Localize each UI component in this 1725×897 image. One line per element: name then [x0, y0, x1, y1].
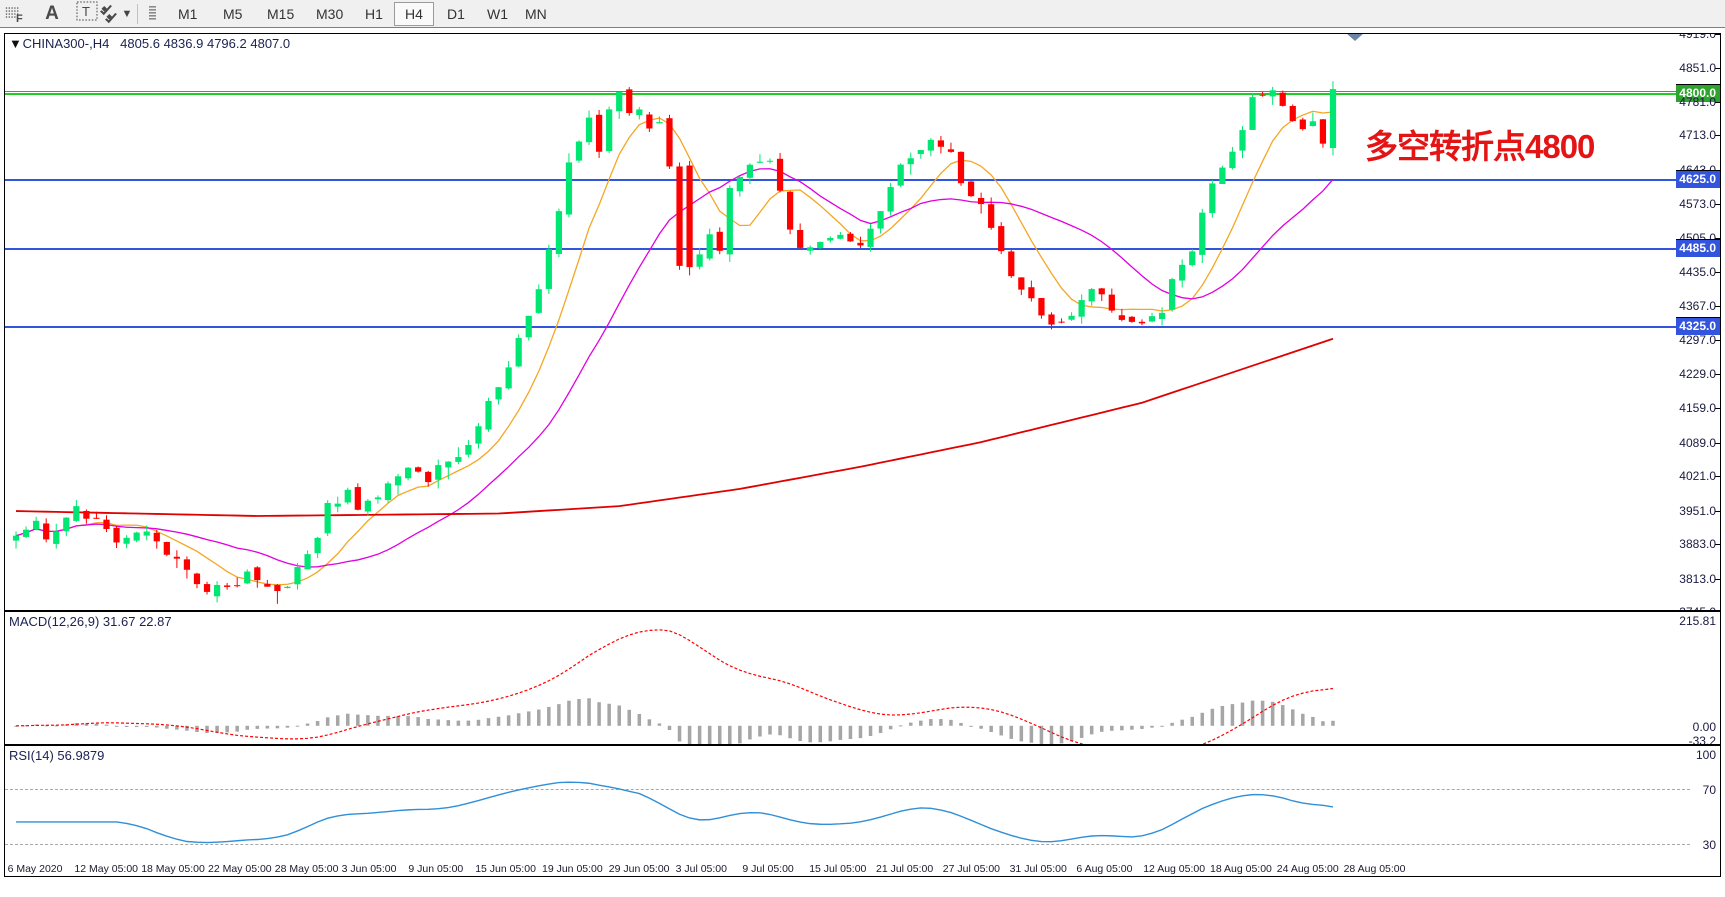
svg-text:F: F — [16, 13, 23, 25]
svg-text:T: T — [82, 4, 90, 19]
